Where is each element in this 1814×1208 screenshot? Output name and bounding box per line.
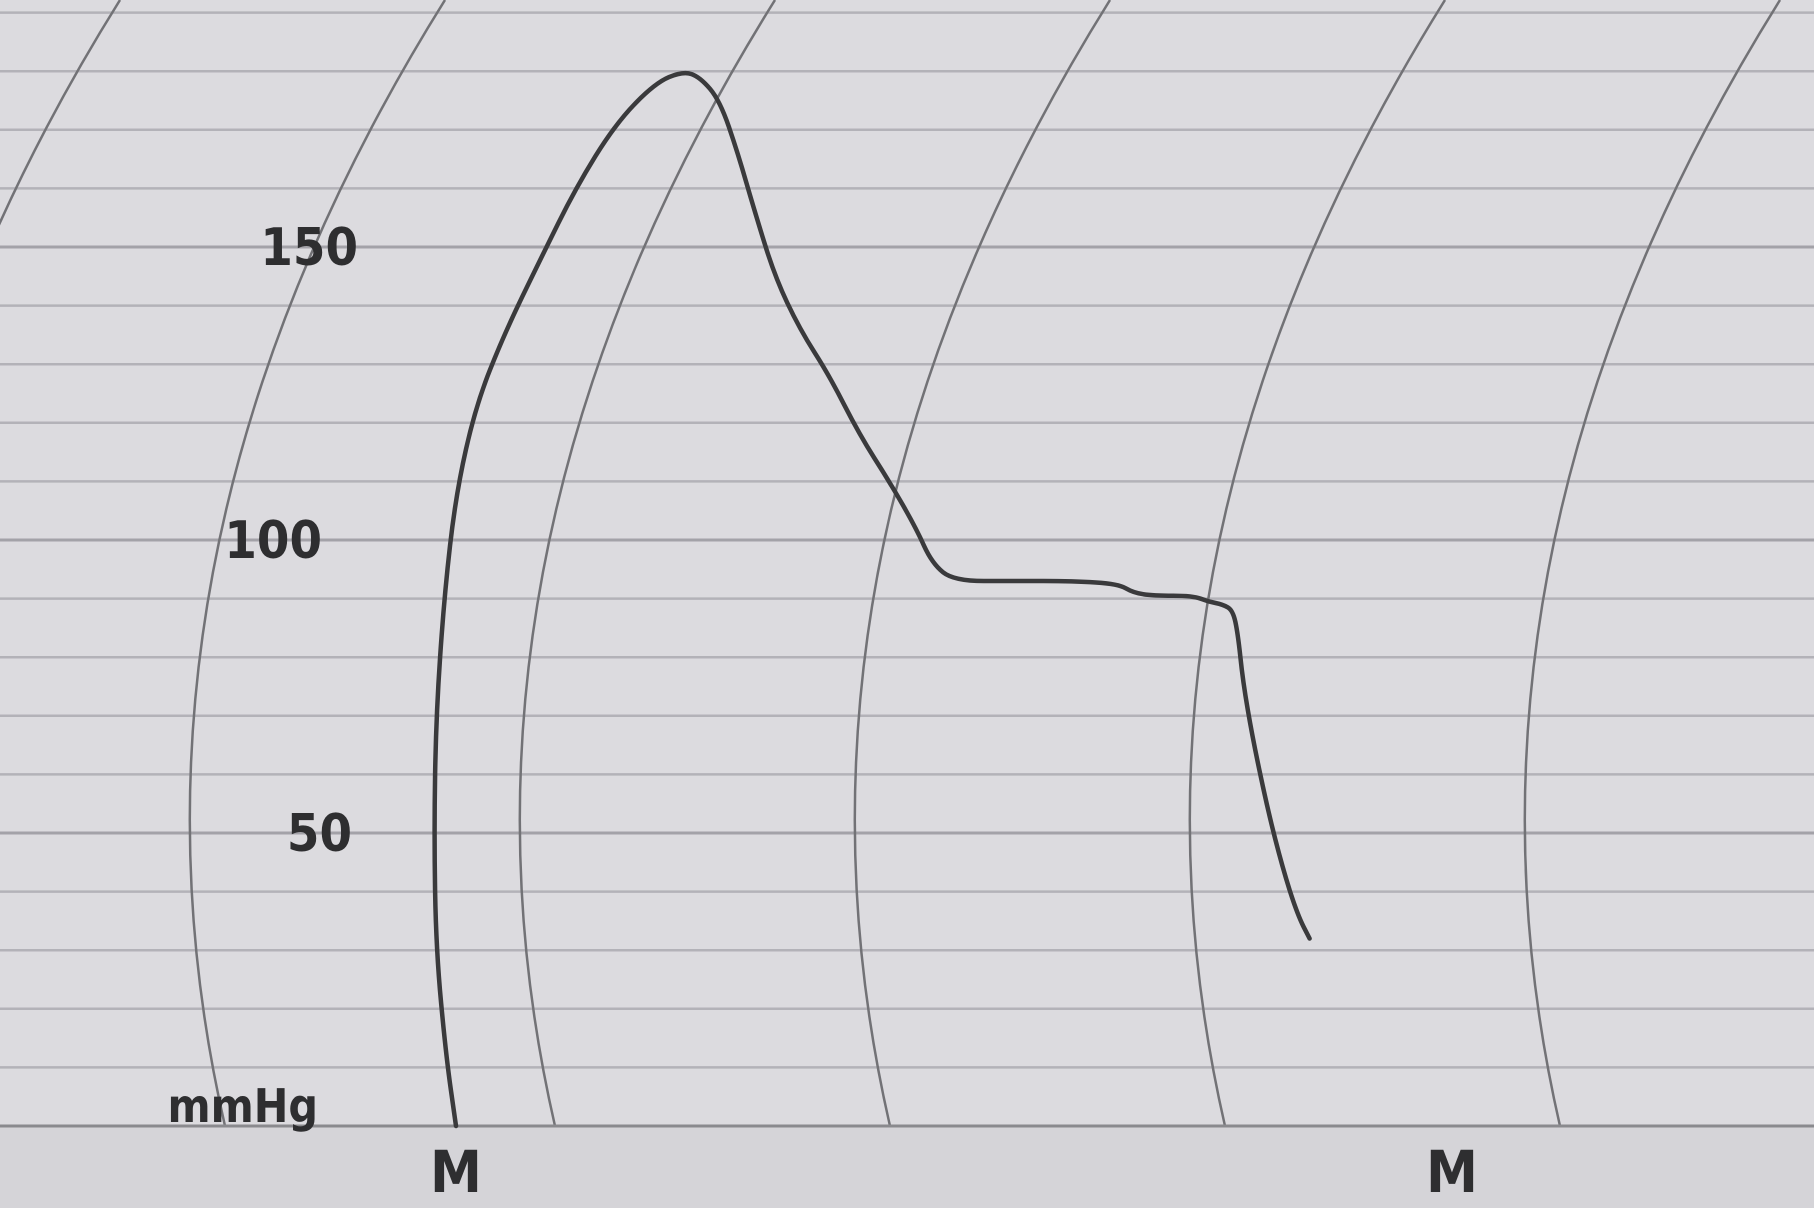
- time-marker-label: M: [430, 1138, 482, 1206]
- arc-gridline: [1188, 0, 1447, 1127]
- y-tick-label: 100: [224, 511, 322, 571]
- y-tick-labels: 150 100 50: [224, 218, 358, 864]
- time-marker-label: M: [1426, 1138, 1478, 1206]
- arc-gridline: [1523, 0, 1782, 1127]
- curved-time-gridlines: [0, 0, 1782, 1127]
- pressure-trace: [432, 70, 1312, 1129]
- y-unit-label: mmHg: [167, 1079, 318, 1133]
- y-tick-label: 150: [260, 218, 358, 278]
- arc-gridline: [0, 0, 122, 226]
- arc-gridline: [853, 0, 1112, 1127]
- arc-gridline: [188, 0, 447, 1127]
- y-tick-label: 50: [287, 804, 352, 864]
- paper-bottom-margin: [0, 1126, 1814, 1208]
- arc-gridline: [518, 0, 777, 1127]
- horizontal-gridlines: [0, 11, 1814, 1128]
